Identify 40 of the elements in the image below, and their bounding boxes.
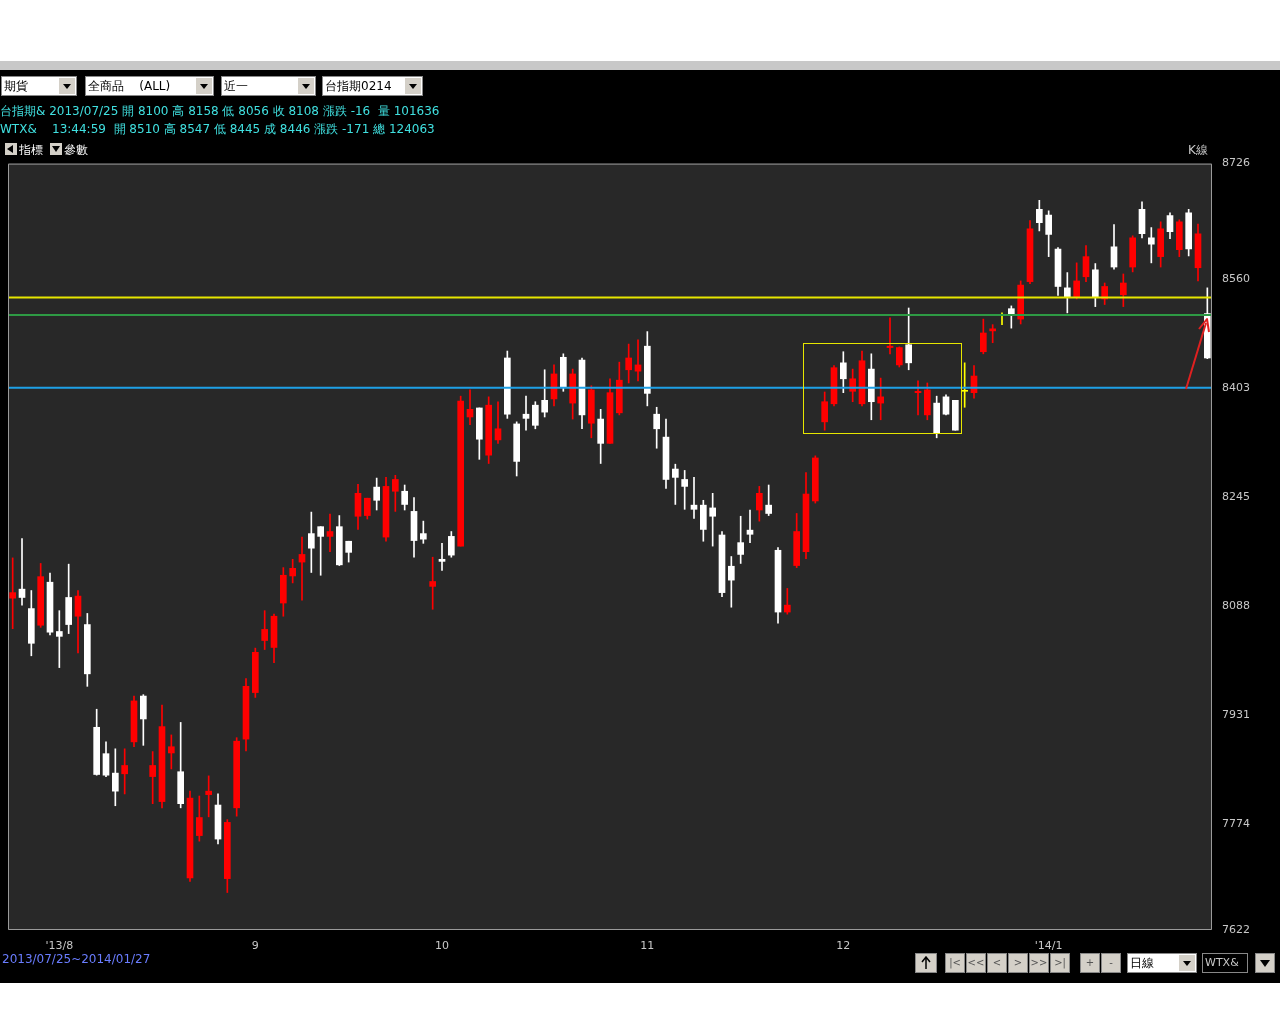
text: 近一 [221, 76, 316, 96]
x-tick-label: '14/1 [1034, 939, 1063, 953]
x-tick-label: 9 [251, 939, 259, 953]
text: < [987, 953, 1007, 973]
text: K線 [1188, 142, 1208, 159]
y-tick-label: 8560 [1222, 271, 1250, 285]
x-tick-label: 10 [435, 939, 449, 953]
candlestick [18, 538, 26, 606]
x-tick-label: '13/8 [45, 939, 74, 953]
text: 全商品 (ALL) [85, 76, 214, 96]
text: - [1101, 953, 1121, 973]
text: + [1080, 953, 1100, 973]
text: 台指期& 2013/07/25 開 8100 高 8158 低 8056 收 8108 漲跌 -16 量 101636 [0, 103, 440, 120]
text: 期貨 [1, 76, 77, 96]
text: WTX& [1202, 953, 1248, 973]
y-tick-label: 8726 [1222, 156, 1250, 170]
text: |< [945, 953, 965, 973]
y-tick-label: 8245 [1222, 490, 1250, 504]
x-tick-label: 12 [836, 939, 851, 953]
text: >> [1029, 953, 1049, 973]
text: >| [1050, 953, 1070, 973]
text: WTX& 13:44:59 開 8510 高 8547 低 8445 成 8446 漲跌 -171 總 124063 [0, 121, 435, 138]
y-tick-label: 7622 [1222, 922, 1250, 936]
text: 指標 [19, 142, 43, 159]
text: 台指期0214 [322, 76, 423, 96]
y-tick-label: 8088 [1222, 599, 1250, 613]
text: 日線 [1127, 953, 1197, 973]
candlestick [522, 395, 530, 431]
candlestick [690, 477, 698, 519]
text: > [1008, 953, 1028, 973]
y-tick-label: 8403 [1222, 380, 1250, 394]
y-tick-label: 7774 [1222, 817, 1250, 831]
x-tick-label: 11 [640, 939, 655, 953]
candlestick [326, 513, 334, 552]
candlestick [746, 509, 754, 543]
candlestick [438, 543, 446, 571]
text: 參數 [64, 142, 88, 159]
text: << [966, 953, 986, 973]
y-tick-label: 7931 [1222, 708, 1250, 722]
text: 2013/07/25~2014/01/27 [2, 952, 151, 966]
